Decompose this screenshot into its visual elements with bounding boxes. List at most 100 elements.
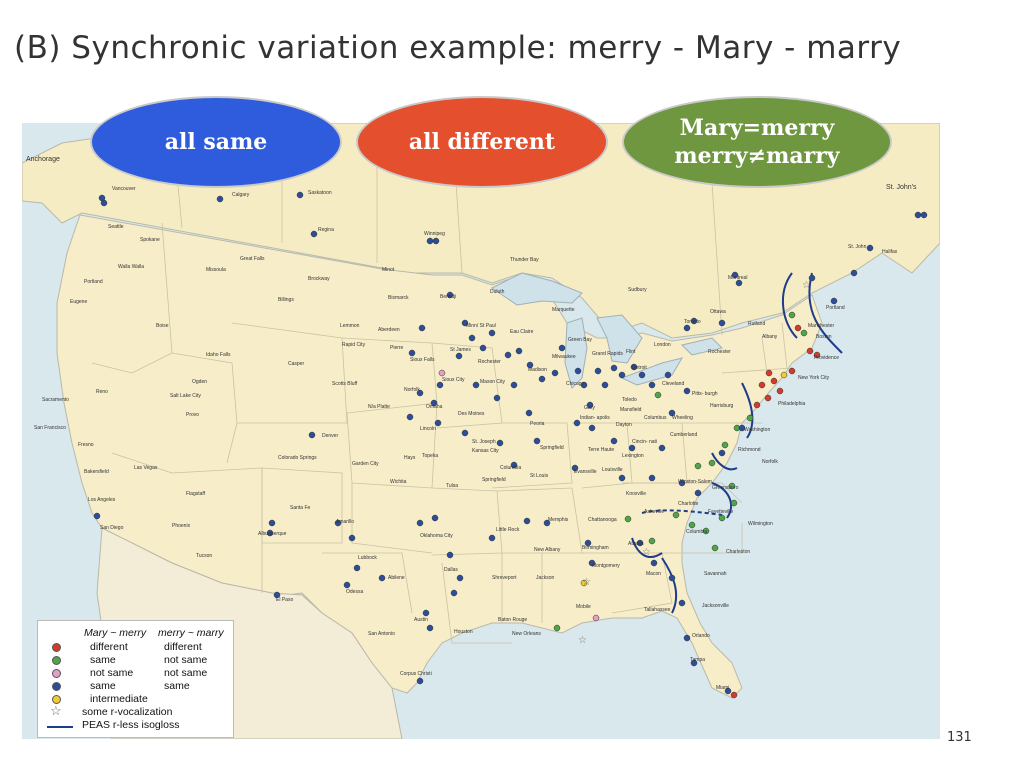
label-montreal: Montreal — [728, 275, 747, 281]
label-eau-claire: Eau Claire — [510, 329, 534, 335]
label-lemmon: Lemmon — [340, 323, 360, 329]
legend-col2: not same — [164, 667, 208, 679]
label-grand-rapids: Grand Rapids — [592, 351, 623, 357]
label-north-platte: N/a Platte — [368, 404, 390, 410]
label-vancouver: Vancouver — [112, 186, 136, 192]
label-greensboro: Greensboro — [712, 485, 739, 491]
legend-header-mary-merry: Mary ~ merry — [84, 627, 147, 639]
label-baton-rouge: Baton Rouge — [498, 617, 527, 623]
label-eugene: Eugene — [70, 299, 87, 305]
label-milwaukee: Milwaukee — [552, 354, 576, 360]
label-corpus-christi: Corpus Christi — [400, 671, 432, 677]
label-scotts-bluff: Scotts Bluff — [332, 381, 358, 387]
lake-ontario — [681, 337, 723, 356]
legend-row: not same not same — [38, 667, 228, 680]
label-brockway: Brockway — [308, 276, 330, 282]
label-lexington: Lexington — [622, 453, 644, 459]
label-aberdeen: Aberdeen — [378, 327, 400, 333]
label-norfolk-va: Norfolk — [762, 459, 778, 465]
label-houston: Houston — [454, 629, 473, 635]
oval-line: Mary=merry — [679, 115, 835, 141]
label-san-francisco: San Francisco — [34, 425, 66, 431]
label-st-johns: St. John's — [886, 184, 917, 191]
label-bemidji: Bemidji — [440, 294, 456, 300]
label-providence: Providence — [814, 355, 839, 361]
label-atlanta: Atlanta — [628, 541, 644, 547]
page-number: 131 — [947, 730, 972, 745]
label-montgomery: Montgomery — [592, 563, 620, 569]
label-thunder-bay: Thunder Bay — [510, 257, 539, 263]
label-walla-walla: Walla Walla — [118, 264, 144, 270]
label-columbia-sc: Columbia — [686, 529, 707, 535]
label-mason-city: Mason City — [480, 379, 506, 385]
slide-title: (B) Synchronic variation example: merry … — [14, 30, 902, 66]
label-las-vegas: Las Vegas — [134, 465, 158, 471]
label-tulsa: Tulsa — [446, 483, 458, 489]
label-portland-me: Portland — [826, 305, 845, 311]
label-tampa: Tampa — [690, 657, 705, 663]
legend-row: PEAS r-less isogloss — [38, 719, 228, 732]
label-winston-salem: Winston-Salem — [678, 479, 712, 485]
label-charleston: Charleston — [726, 549, 750, 555]
label-indianapolis: Indian- apolis — [580, 415, 610, 421]
label-madison: Madison — [528, 367, 547, 373]
isogloss-line-icon — [47, 726, 73, 728]
state-borders — [91, 222, 793, 644]
label-omaha: Omaha — [426, 404, 443, 410]
lake-huron — [596, 314, 643, 364]
label-wheeling: Wheeling — [672, 415, 693, 421]
label-sudbury: Sudbury — [628, 287, 647, 293]
label-manchester: Manchester — [808, 323, 834, 329]
legend-row: intermediate — [38, 693, 228, 706]
label-portland-or: Portland — [84, 279, 103, 285]
legend-col1: different — [90, 641, 128, 653]
label-birmingham: Birmingham — [582, 545, 609, 551]
label-detroit: Detroit — [632, 365, 647, 371]
label-flint: Flint — [626, 349, 636, 355]
legend-row: ☆ some r-vocalization — [38, 703, 228, 719]
pink-dot-icon — [52, 669, 61, 678]
label-gary: Gary — [584, 405, 595, 411]
label-sioux-city: Sioux City — [442, 377, 465, 383]
yellow-dot-icon — [52, 695, 61, 704]
label-winnipeg: Winnipeg — [424, 231, 445, 237]
isoglosses — [631, 272, 843, 614]
label-dayton: Dayton — [616, 422, 632, 428]
legend-header-merry-marry: merry ~ marry — [158, 627, 224, 639]
label-minot: Minot — [382, 267, 395, 273]
label-chattanooga: Chattanooga — [588, 517, 617, 523]
label-minneapolis: Minn/ St Paul — [466, 323, 496, 329]
label-calgary: Calgary — [232, 192, 250, 198]
label-cleveland: Cleveland — [662, 381, 684, 387]
label-abilene: Abilene — [388, 575, 405, 581]
label-sacramento: Sacramento — [42, 397, 69, 403]
label-toronto: Toronto — [684, 319, 701, 325]
label-wilmington: Wilmington — [748, 521, 773, 527]
label-denver: Denver — [322, 433, 338, 439]
label-cumberland: Cumberland — [670, 432, 697, 438]
label-shreveport: Shreveport — [492, 575, 517, 581]
label-charlotte: Charlotte — [678, 501, 699, 507]
label-chicago: Chicago — [566, 381, 585, 387]
label-boston: Boston — [816, 334, 832, 340]
label-new-york: New York City — [798, 375, 830, 381]
label-rapid-city: Rapid City — [342, 342, 366, 348]
place-labels: Anchorage St. John's Vancouver Calgary S… — [26, 156, 917, 691]
green-dot-icon — [52, 656, 61, 665]
lake-michigan — [564, 317, 588, 389]
label-toledo: Toledo — [622, 397, 637, 403]
legend-row: same not same — [38, 654, 228, 667]
label-amarillo: Amarillo — [336, 519, 354, 525]
legend-col1: intermediate — [90, 693, 148, 705]
label-bismarck: Bismarck — [388, 295, 409, 301]
label-los-angeles: Los Angeles — [88, 497, 116, 503]
label-hays: Hays — [404, 455, 416, 461]
mary-equals-merry-oval: Mary=merry merry≠marry — [622, 96, 892, 188]
lake-erie — [620, 357, 684, 386]
label-regina: Regina — [318, 227, 334, 233]
label-ottawa: Ottawa — [710, 309, 726, 315]
label-topeka: Topeka — [422, 453, 438, 459]
label-san-antonio: San Antonio — [368, 631, 395, 637]
label-fayetteville: Fayetteville — [708, 509, 734, 515]
map-legend: Mary ~ merry merry ~ marry different dif… — [37, 620, 234, 738]
